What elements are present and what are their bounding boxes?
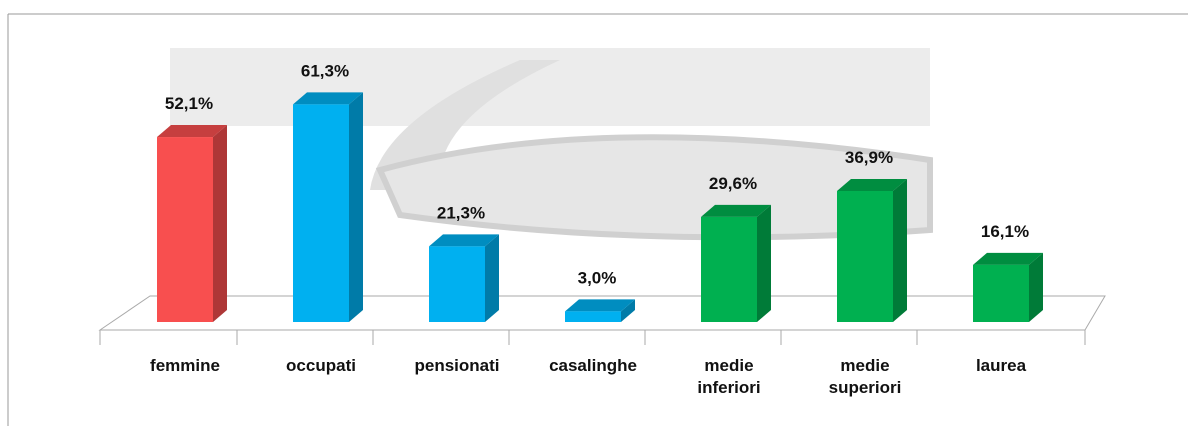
bar-side xyxy=(621,299,635,322)
bar-side xyxy=(893,179,907,322)
value-label: 21,3% xyxy=(437,203,485,222)
bar-top xyxy=(429,234,499,247)
value-label: 16,1% xyxy=(981,222,1029,241)
bar-side xyxy=(213,125,227,322)
x-tick-label: femmine xyxy=(150,356,220,375)
bar-top xyxy=(973,252,1043,265)
bar xyxy=(973,264,1029,322)
x-tick-label: casalinghe xyxy=(549,356,637,375)
bar-side xyxy=(757,204,771,322)
x-tick-label: occupati xyxy=(286,356,356,375)
bar xyxy=(837,191,893,322)
x-tick-label: medie inferiori xyxy=(697,356,761,397)
value-label: 29,6% xyxy=(709,174,757,193)
x-tick-label: medie superiori xyxy=(828,356,902,397)
bar-side xyxy=(485,234,499,322)
bar-top xyxy=(701,204,771,217)
bar-top xyxy=(293,92,363,105)
bar xyxy=(429,246,485,322)
bar-top xyxy=(837,179,907,192)
bar xyxy=(701,216,757,322)
value-label: 36,9% xyxy=(845,148,893,167)
bar-top xyxy=(565,299,635,312)
background-art xyxy=(170,48,930,126)
bar xyxy=(157,137,213,322)
background-art xyxy=(375,134,933,241)
bar-side xyxy=(349,92,363,322)
bar xyxy=(565,311,621,322)
value-label: 52,1% xyxy=(165,94,213,113)
background-art xyxy=(370,60,560,190)
x-tick-label: pensionati xyxy=(414,356,500,375)
x-tick-label: laurea xyxy=(975,356,1027,375)
bar-side xyxy=(1029,252,1043,322)
value-label: 3,0% xyxy=(578,268,617,287)
value-label: 61,3% xyxy=(301,61,349,80)
bar xyxy=(293,104,349,322)
bar-top xyxy=(157,125,227,138)
